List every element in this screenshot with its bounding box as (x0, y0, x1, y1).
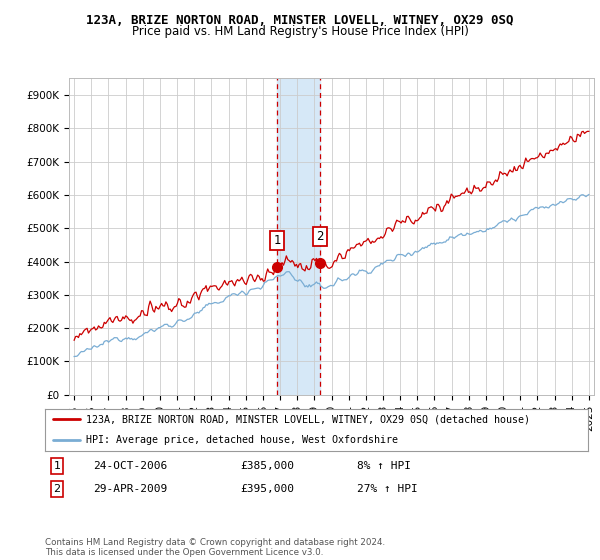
Text: 27% ↑ HPI: 27% ↑ HPI (357, 484, 418, 494)
Text: 2: 2 (316, 230, 324, 243)
Text: 123A, BRIZE NORTON ROAD, MINSTER LOVELL, WITNEY, OX29 0SQ (detached house): 123A, BRIZE NORTON ROAD, MINSTER LOVELL,… (86, 414, 530, 424)
Text: 2: 2 (53, 484, 61, 494)
Text: 8% ↑ HPI: 8% ↑ HPI (357, 461, 411, 471)
Text: 29-APR-2009: 29-APR-2009 (93, 484, 167, 494)
Text: Contains HM Land Registry data © Crown copyright and database right 2024.
This d: Contains HM Land Registry data © Crown c… (45, 538, 385, 557)
Text: 1: 1 (53, 461, 61, 471)
Text: £395,000: £395,000 (240, 484, 294, 494)
Text: 24-OCT-2006: 24-OCT-2006 (93, 461, 167, 471)
Text: Price paid vs. HM Land Registry's House Price Index (HPI): Price paid vs. HM Land Registry's House … (131, 25, 469, 38)
Text: HPI: Average price, detached house, West Oxfordshire: HPI: Average price, detached house, West… (86, 435, 398, 445)
Text: 1: 1 (273, 234, 281, 246)
Text: 123A, BRIZE NORTON ROAD, MINSTER LOVELL, WITNEY, OX29 0SQ: 123A, BRIZE NORTON ROAD, MINSTER LOVELL,… (86, 14, 514, 27)
Bar (277, 78, 320, 395)
Text: £385,000: £385,000 (240, 461, 294, 471)
